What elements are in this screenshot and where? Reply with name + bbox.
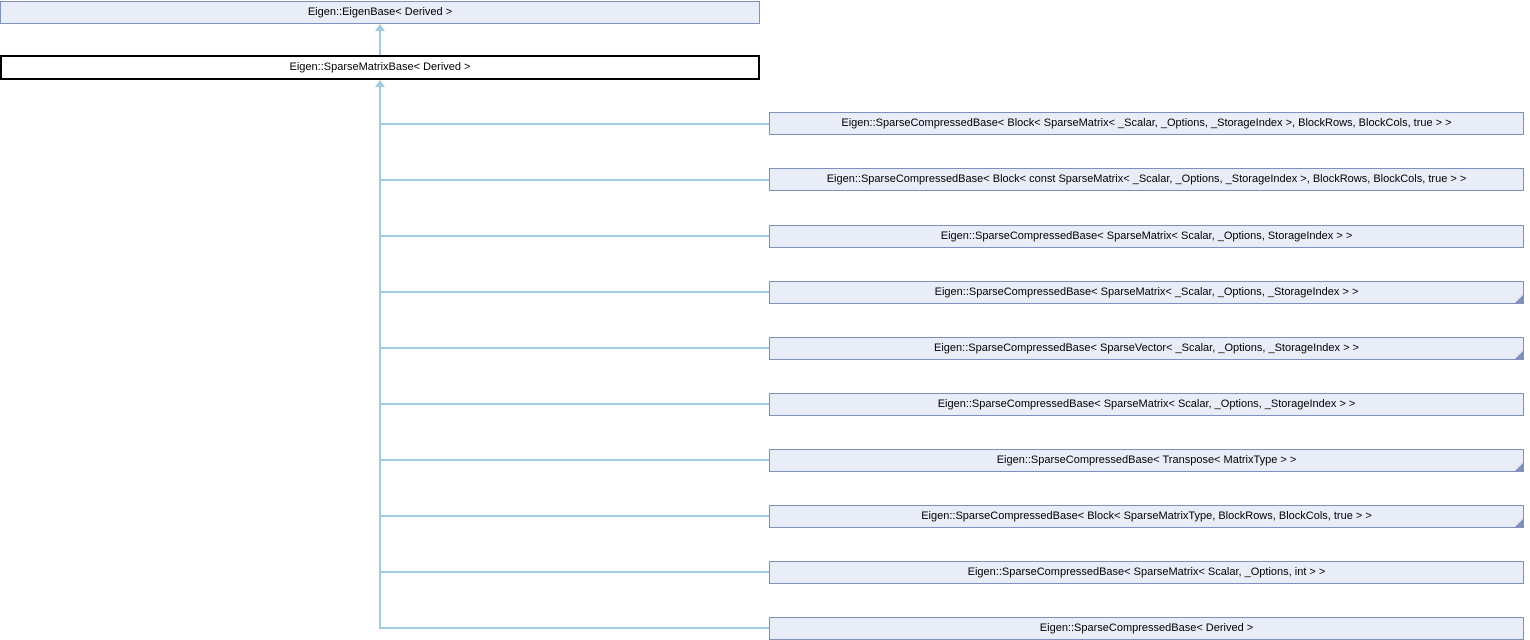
edge-root-to-parent	[379, 29, 381, 56]
node-sparsecompressedbase-sparsematrix-int[interactable]: Eigen::SparseCompressedBase< SparseMatri…	[769, 561, 1524, 584]
edge-children-trunk	[379, 85, 381, 629]
edge-branch	[380, 291, 769, 293]
edge-branch	[380, 571, 769, 573]
edge-branch	[380, 403, 769, 405]
edge-branch	[380, 123, 769, 125]
node-sparsecompressedbase-block-sparsematrix[interactable]: Eigen::SparseCompressedBase< Block< Spar…	[769, 112, 1524, 135]
edge-branch	[380, 179, 769, 181]
arrow-up-to-sparsematrixbase-icon	[375, 80, 385, 87]
node-sparsecompressedbase-sparsematrix-scalar-ustorageindex[interactable]: Eigen::SparseCompressedBase< SparseMatri…	[769, 393, 1524, 416]
edge-branch	[380, 235, 769, 237]
edge-branch	[380, 459, 769, 461]
arrow-up-to-eigenbase-icon	[375, 24, 385, 31]
node-sparsecompressedbase-sparsematrix-scalar-storageindex[interactable]: Eigen::SparseCompressedBase< SparseMatri…	[769, 225, 1524, 248]
edge-branch	[380, 515, 769, 517]
node-sparsecompressedbase-transpose[interactable]: Eigen::SparseCompressedBase< Transpose< …	[769, 449, 1524, 472]
node-sparsecompressedbase-derived[interactable]: Eigen::SparseCompressedBase< Derived >	[769, 617, 1524, 640]
node-sparsecompressedbase-sparsevector[interactable]: Eigen::SparseCompressedBase< SparseVecto…	[769, 337, 1524, 360]
node-sparsecompressedbase-sparsematrix-uscalar-ustorageindex[interactable]: Eigen::SparseCompressedBase< SparseMatri…	[769, 281, 1524, 304]
edge-branch	[380, 347, 769, 349]
edge-branch	[380, 627, 769, 629]
node-eigenbase[interactable]: Eigen::EigenBase< Derived >	[0, 1, 760, 24]
node-sparsecompressedbase-block-sparsematrixtype[interactable]: Eigen::SparseCompressedBase< Block< Spar…	[769, 505, 1524, 528]
node-sparsecompressedbase-block-const-sparsematrix[interactable]: Eigen::SparseCompressedBase< Block< cons…	[769, 168, 1524, 191]
node-sparsematrixbase-current: Eigen::SparseMatrixBase< Derived >	[0, 55, 760, 80]
